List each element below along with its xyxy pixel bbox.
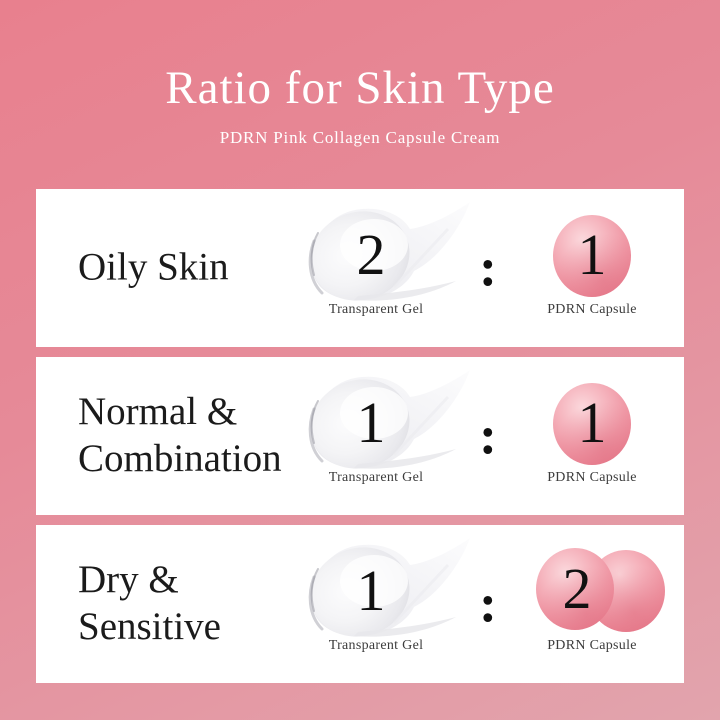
gel-caption: Transparent Gel [328,638,424,653]
gel-smear-icon [298,367,472,471]
page-title: Ratio for Skin Type [165,62,555,114]
gel-caption: Transparent Gel [328,470,424,485]
ratio-card-dry-sensitive: Dry & Sensitive 1 Transparent Gel : 2 [36,525,684,683]
skin-type-label: Dry & Sensitive [78,558,221,648]
gel-amount: 1 [356,558,386,623]
ratio-colon: : [479,237,497,297]
ratio-card-normal-combination: Normal & Combination 1 Transparent Gel :… [36,357,684,515]
ratio-card-oily: Oily Skin [36,189,684,347]
pdrn-capsule-icon [553,383,631,465]
gel-smear-icon [298,535,472,639]
capsule-amount: 1 [577,390,607,455]
header: Ratio for Skin Type PDRN Pink Collagen C… [0,62,720,148]
gel-amount: 2 [356,222,386,287]
skin-type-label: Normal & Combination [78,390,282,480]
ratio-rows: Oily Skin [36,189,684,683]
gel-amount: 1 [356,390,386,455]
capsule-amount: 2 [562,556,592,621]
capsule-caption: PDRN Capsule [547,302,637,317]
pdrn-capsule-icon [553,215,631,297]
page-subtitle: PDRN Pink Collagen Capsule Cream [219,128,501,148]
ratio-colon: : [479,405,497,465]
gel-smear-icon [298,199,472,303]
ratio-colon: : [479,573,497,633]
capsule-amount: 1 [577,222,607,287]
capsule-caption: PDRN Capsule [547,638,637,653]
pdrn-capsule-icon [536,548,614,630]
capsule-caption: PDRN Capsule [547,470,637,485]
skin-type-label: Oily Skin [78,245,229,289]
gel-caption: Transparent Gel [328,302,424,317]
